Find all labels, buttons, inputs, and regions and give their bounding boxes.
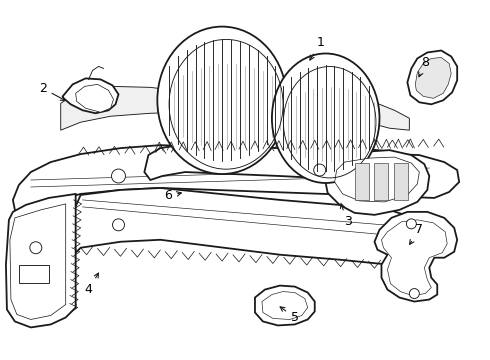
Circle shape [30,242,42,254]
Text: 5: 5 [280,307,299,324]
Text: 6: 6 [164,189,181,202]
Text: 3: 3 [341,204,351,228]
Polygon shape [26,188,429,311]
Polygon shape [335,157,419,202]
Polygon shape [6,194,75,328]
Polygon shape [407,50,457,104]
Polygon shape [10,204,66,319]
Polygon shape [145,144,415,182]
Polygon shape [416,58,451,98]
Circle shape [112,169,125,183]
Text: 4: 4 [85,273,98,296]
Text: 1: 1 [310,36,325,60]
Circle shape [406,219,416,229]
Polygon shape [63,78,119,113]
Bar [19,265,49,283]
Ellipse shape [157,27,287,174]
Polygon shape [374,212,457,302]
Text: 8: 8 [419,56,429,77]
Circle shape [314,164,326,176]
Circle shape [113,219,124,231]
Text: 7: 7 [410,223,423,244]
Ellipse shape [272,54,379,183]
Polygon shape [374,163,389,200]
Polygon shape [75,84,114,112]
Polygon shape [325,150,429,215]
Polygon shape [262,292,308,319]
Polygon shape [61,86,409,130]
Polygon shape [394,163,408,200]
Text: 2: 2 [39,82,65,100]
Circle shape [409,289,419,298]
Polygon shape [255,285,315,325]
Polygon shape [355,163,368,200]
Polygon shape [13,145,459,215]
